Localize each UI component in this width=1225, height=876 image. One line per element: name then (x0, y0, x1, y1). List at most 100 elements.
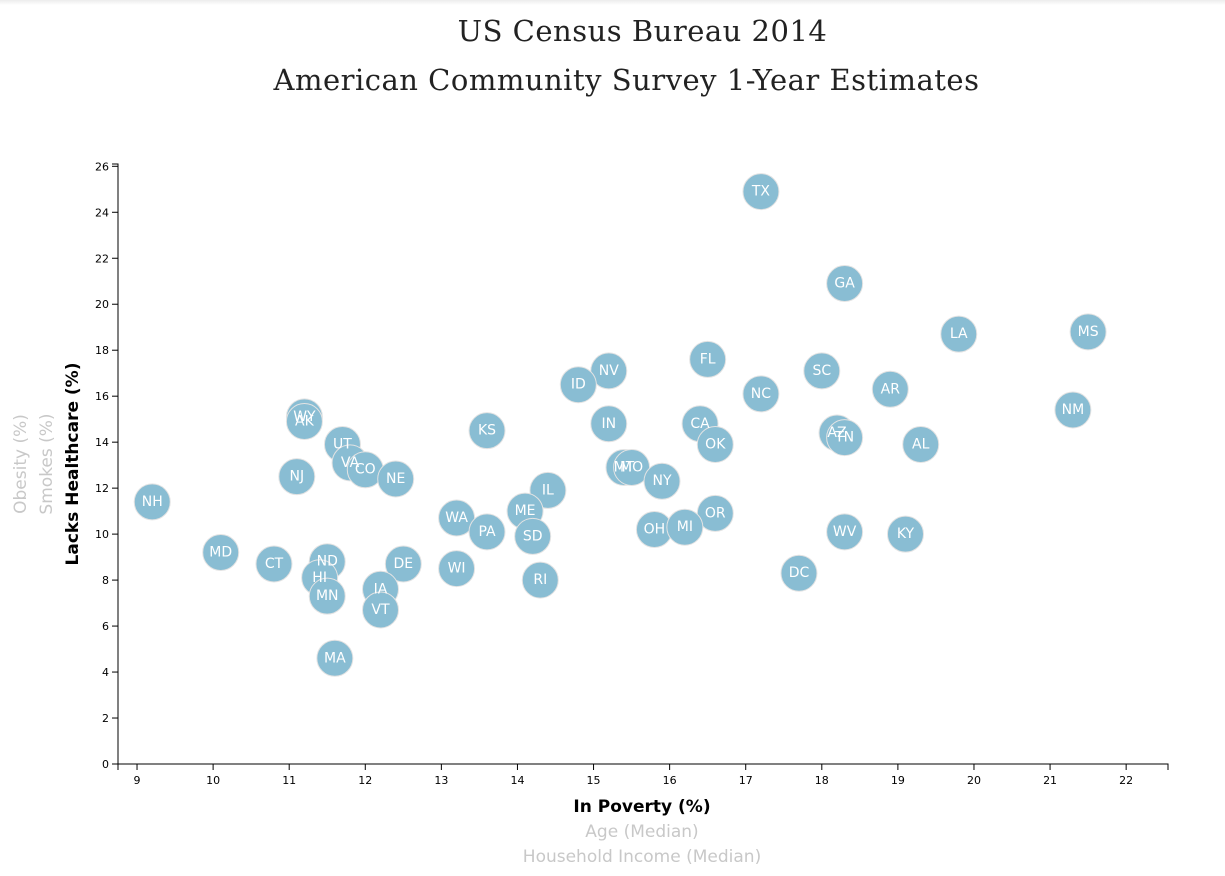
state-point-ne[interactable] (377, 460, 415, 498)
x-axis-line (117, 763, 1169, 770)
state-point-sc[interactable] (803, 352, 841, 390)
y-tick-label: 10 (95, 528, 109, 541)
x-tick-label: 13 (434, 774, 448, 787)
y-tick-label: 18 (95, 344, 109, 357)
state-point-wi[interactable] (438, 550, 476, 588)
state-abbr-label: AR (881, 381, 901, 397)
state-point-vt[interactable] (362, 591, 399, 629)
page-subtitle: American Community Survey 1-Year Estimat… (273, 63, 980, 97)
state-point-nj[interactable] (278, 458, 316, 496)
state-abbr-label: VA (341, 455, 360, 471)
state-abbr-label: MI (677, 519, 693, 535)
state-point-ok[interactable] (696, 425, 734, 463)
state-point-ri[interactable] (521, 561, 559, 599)
state-point-tn[interactable] (826, 419, 864, 457)
state-point-nv[interactable] (590, 352, 628, 390)
y-axis-option-0[interactable]: Lacks Healthcare (%) (63, 363, 83, 566)
state-abbr-label: NH (142, 494, 163, 510)
state-abbr-label: OK (705, 436, 726, 452)
x-tick-label: 12 (358, 774, 372, 787)
state-abbr-label: OH (644, 522, 666, 538)
state-abbr-label: MT (614, 459, 635, 475)
state-abbr-label: GA (834, 276, 855, 292)
state-point-in[interactable] (590, 405, 628, 443)
x-axis-option-1[interactable]: Age (Median) (585, 822, 698, 842)
state-abbr-label: CO (355, 462, 376, 478)
y-tick-label: 26 (95, 160, 109, 173)
state-abbr-label: NV (599, 363, 619, 379)
state-abbr-label: AK (295, 413, 315, 429)
state-abbr-label: WA (445, 510, 468, 526)
state-abbr-label: DC (789, 565, 810, 581)
state-abbr-label: UT (333, 436, 352, 452)
state-abbr-label: NM (1062, 402, 1085, 418)
state-abbr-label: TX (751, 184, 771, 200)
state-abbr-label: NJ (289, 469, 304, 485)
state-point-ny[interactable] (643, 462, 681, 500)
state-abbr-label: WY (293, 409, 316, 425)
state-point-sd[interactable] (514, 517, 552, 555)
y-tick-label: 20 (95, 298, 109, 311)
page-title: US Census Bureau 2014 (457, 14, 828, 48)
x-tick-label: 22 (1119, 774, 1133, 787)
state-point-nm[interactable] (1054, 391, 1092, 429)
state-abbr-label: TN (834, 430, 854, 446)
state-point-wa[interactable] (438, 499, 476, 537)
y-axis-option-2[interactable]: Obesity (%) (11, 414, 31, 514)
state-abbr-label: IL (542, 482, 554, 498)
y-tick-label: 22 (95, 252, 109, 265)
state-point-mi[interactable] (666, 508, 704, 546)
state-point-nc[interactable] (742, 375, 780, 413)
state-point-al[interactable] (902, 425, 940, 463)
state-abbr-label: SC (812, 363, 831, 379)
state-abbr-label: DE (394, 556, 414, 572)
x-tick-label: 15 (587, 774, 601, 787)
chart-axes: 9 10 11 12 13 14 15 16 17 18 19 20 21 220246810121416… (95, 160, 1169, 787)
state-point-ar[interactable] (871, 370, 909, 408)
x-tick-label: 16 (663, 774, 677, 787)
state-abbr-label: MA (324, 650, 346, 666)
x-axis-option-2[interactable]: Household Income (Median) (523, 847, 761, 867)
state-point-la[interactable] (940, 315, 978, 353)
x-tick-label: 10 (206, 774, 220, 787)
state-abbr-label: NE (386, 471, 405, 487)
state-point-ct[interactable] (255, 545, 293, 583)
y-tick-label: 24 (95, 206, 109, 219)
x-tick-label: 14 (510, 774, 524, 787)
state-abbr-label: PA (478, 524, 496, 540)
state-point-nh[interactable] (133, 483, 171, 521)
top-shadow-bar (0, 0, 1225, 5)
state-abbr-label: FL (700, 351, 716, 367)
state-abbr-label: MN (316, 588, 339, 604)
state-point-ky[interactable] (887, 515, 924, 553)
x-tick-label: 9 (134, 774, 141, 787)
state-point-or[interactable] (696, 494, 734, 532)
state-abbr-label: CT (265, 556, 284, 572)
state-abbr-label: MD (209, 545, 232, 561)
state-point-ks[interactable] (468, 412, 506, 450)
state-abbr-label: VT (371, 602, 390, 618)
state-point-ma[interactable] (316, 639, 354, 677)
state-abbr-label: HI (312, 570, 327, 586)
state-point-ga[interactable] (826, 265, 864, 303)
state-point-fl[interactable] (689, 340, 727, 378)
state-point-ak[interactable] (285, 402, 323, 440)
state-point-md[interactable] (202, 534, 240, 572)
state-abbr-label: CA (690, 416, 710, 432)
state-point-id[interactable] (559, 366, 597, 404)
state-point-mn[interactable] (308, 577, 346, 615)
state-point-pa[interactable] (468, 513, 506, 551)
state-abbr-label: ME (515, 503, 536, 519)
y-axis-option-1[interactable]: Smokes (%) (37, 413, 57, 514)
y-tick-label: 6 (102, 620, 109, 633)
x-axis-option-0[interactable]: In Poverty (%) (573, 797, 710, 817)
state-point-dc[interactable] (780, 554, 818, 592)
state-point-ms[interactable] (1069, 313, 1107, 351)
state-point-tx[interactable] (742, 173, 780, 211)
state-abbr-label: ID (571, 377, 586, 393)
state-point-mo[interactable] (613, 448, 651, 486)
y-tick-label: 4 (102, 666, 109, 679)
state-point-wv[interactable] (826, 513, 864, 551)
x-tick-label: 19 (891, 774, 905, 787)
state-point-de[interactable] (384, 545, 422, 583)
